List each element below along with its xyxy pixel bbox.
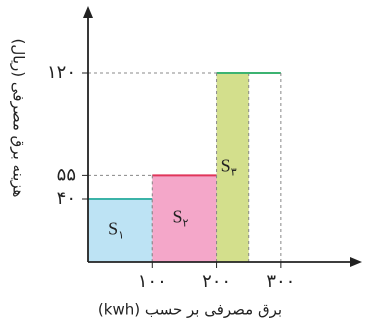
area bbox=[152, 175, 217, 262]
x-tick-label: ۳۰۰ bbox=[266, 271, 295, 292]
y-tick-label: ۱۲۰ bbox=[47, 62, 76, 83]
area-label: S۱ bbox=[108, 219, 124, 241]
y-tick-label: ۴۰ bbox=[57, 188, 76, 209]
area-name: S bbox=[108, 219, 118, 239]
x-tick-label: ۲۰۰ bbox=[202, 271, 231, 292]
x-arrow bbox=[350, 257, 362, 267]
area bbox=[88, 199, 153, 262]
y-arrow bbox=[83, 6, 93, 18]
x-axis-title: برق مصرفی بر حسب (kwh) bbox=[98, 301, 282, 319]
y-axis-title: هزینه برق مصرفی (ریال) bbox=[10, 39, 28, 198]
area-label: S۳ bbox=[221, 156, 237, 178]
area-sub: ۳ bbox=[231, 166, 237, 178]
y-tick-label: ۵۵ bbox=[57, 164, 76, 185]
area-sub: ۲ bbox=[182, 217, 188, 229]
area-label: S۲ bbox=[172, 207, 188, 229]
area-name: S bbox=[172, 207, 182, 227]
area bbox=[216, 73, 249, 262]
area-name: S bbox=[221, 156, 231, 176]
area-sub: ۱ bbox=[118, 229, 124, 241]
x-tick-label: ۱۰۰ bbox=[138, 271, 167, 292]
